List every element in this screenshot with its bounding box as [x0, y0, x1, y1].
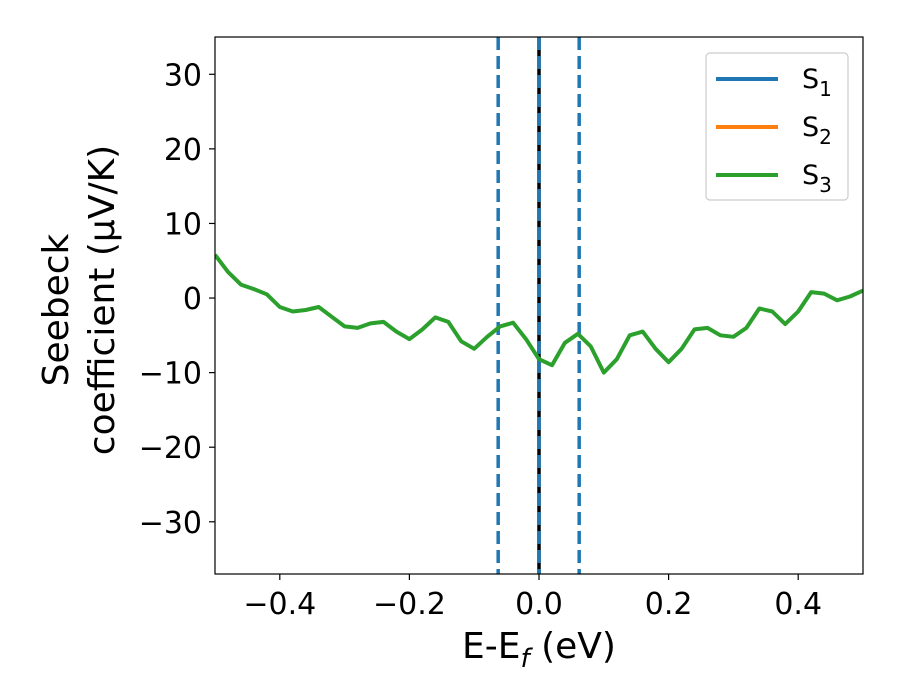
legend-label-1: S1: [802, 64, 832, 101]
y-tick-label: 30: [164, 58, 202, 93]
legend-label-3: S3: [802, 160, 832, 197]
y-tick-label: −10: [139, 357, 202, 392]
y-tick-label: 10: [164, 207, 202, 242]
x-tick-label: −0.4: [243, 587, 316, 622]
y-tick-label: −30: [139, 506, 202, 541]
y-tick-label: 20: [164, 133, 202, 168]
x-tick-label: 0.4: [774, 587, 822, 622]
x-tick-label: 0.0: [515, 587, 563, 622]
series-group: [215, 253, 863, 375]
y-axis-title-line2: coefficient (μV/K): [82, 145, 123, 455]
x-tick-label: 0.2: [645, 587, 693, 622]
y-axis-title-line1: Seebeck: [36, 233, 77, 386]
y-tick-label: −20: [139, 431, 202, 466]
series-line-3: [215, 253, 863, 375]
x-tick-label: −0.2: [373, 587, 446, 622]
legend-label-2: S2: [802, 112, 832, 149]
x-axis-title: E-Ef (eV): [462, 626, 616, 674]
y-tick-label: 0: [183, 282, 202, 317]
